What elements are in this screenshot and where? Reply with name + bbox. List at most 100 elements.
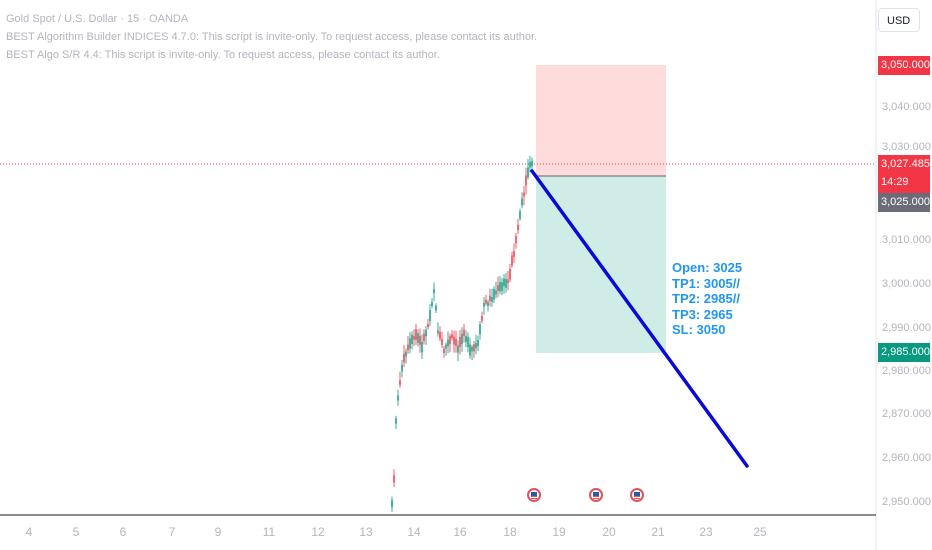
- price-tick: 3,030.000: [882, 141, 931, 153]
- candle-body: [465, 336, 467, 343]
- candle-body: [515, 236, 517, 244]
- candle-body: [513, 251, 515, 257]
- time-tick: 7: [168, 525, 176, 539]
- candle-body: [393, 475, 395, 483]
- price-tick: 2,980.000: [882, 365, 931, 377]
- us-flag-icon[interactable]: [589, 488, 603, 502]
- candle-body: [391, 500, 393, 508]
- candle-body: [431, 302, 433, 306]
- time-tick: 5: [72, 525, 80, 539]
- candle-body: [415, 329, 417, 340]
- indicator-1-label[interactable]: BEST Algorithm Builder INDICES 4.7.0: Th…: [6, 31, 538, 43]
- candle-body: [509, 269, 511, 280]
- candle-body: [403, 353, 405, 363]
- time-tick: 13: [359, 525, 373, 539]
- trade-note-tp2: TP2: 2985//: [672, 291, 740, 306]
- time-tick: 18: [503, 525, 517, 539]
- candle-body: [407, 344, 409, 351]
- candlestick-series: [391, 155, 533, 513]
- candle-body: [459, 336, 461, 347]
- candle-body: [471, 346, 473, 352]
- candle-body: [421, 341, 423, 353]
- candle-body: [485, 299, 487, 304]
- time-tick: 12: [311, 525, 325, 539]
- candle-body: [479, 324, 481, 335]
- candle-body: [439, 331, 441, 339]
- price-tick: 3,000.000: [882, 278, 931, 290]
- trade-note-tp3: TP3: 2965: [672, 306, 733, 322]
- time-tick: 21: [651, 525, 665, 539]
- candle-body: [493, 288, 495, 300]
- candle-body: [455, 338, 457, 346]
- current-price-value: 3,027.485: [881, 158, 930, 170]
- candle-body: [483, 303, 485, 307]
- candle-body: [449, 336, 451, 345]
- candle-body: [451, 334, 453, 338]
- candle-body: [507, 279, 509, 284]
- current-price-label: 3,027.485 14:29: [878, 155, 930, 193]
- candle-body: [491, 297, 493, 302]
- candle-body: [531, 160, 533, 167]
- candle-body: [481, 315, 483, 321]
- candle-body: [503, 278, 505, 287]
- candle-body: [463, 329, 465, 337]
- time-tick: 4: [25, 525, 33, 539]
- candle-body: [529, 162, 531, 168]
- candle-body: [469, 344, 471, 356]
- candle-body: [527, 167, 529, 178]
- candle-body: [461, 333, 463, 345]
- currency-button[interactable]: USD: [878, 8, 920, 32]
- candle-body: [519, 211, 521, 219]
- trade-note-sl: SL: 3050: [672, 322, 726, 337]
- target-price-label: 2,985.000: [878, 343, 930, 362]
- candle-body: [473, 344, 475, 352]
- price-tick: 2,960.000: [882, 452, 931, 464]
- candle-body: [425, 330, 427, 337]
- price-tick: 3,010.000: [882, 234, 931, 246]
- candle-body: [411, 334, 413, 344]
- entry-price-label: 3,025.000: [878, 193, 930, 212]
- candle-body: [423, 333, 425, 341]
- time-tick: 14: [407, 525, 421, 539]
- time-tick: 9: [214, 525, 222, 539]
- candle-body: [413, 335, 415, 340]
- candle-body: [445, 344, 447, 349]
- candle-body: [505, 279, 507, 288]
- candle-body: [499, 282, 501, 292]
- time-tick: 25: [753, 525, 767, 539]
- time-tick: 11: [262, 525, 276, 539]
- us-flag-icon[interactable]: [630, 488, 644, 502]
- candle-body: [489, 295, 491, 301]
- candle-body: [517, 224, 519, 231]
- price-tick: 2,990.000: [882, 322, 931, 334]
- candle-body: [497, 285, 499, 291]
- bar-countdown: 14:29: [881, 176, 909, 188]
- time-tick: 6: [119, 525, 127, 539]
- candle-body: [401, 364, 403, 372]
- price-tick: 2,870.000: [882, 408, 931, 420]
- candle-body: [453, 336, 455, 345]
- indicator-2-label[interactable]: BEST Algo S/R 4.4: This script is invite…: [6, 49, 440, 61]
- candle-body: [477, 340, 479, 347]
- time-tick: 20: [602, 525, 616, 539]
- candle-body: [487, 301, 489, 306]
- candle-body: [427, 324, 429, 328]
- candle-body: [511, 255, 513, 266]
- risk-zone[interactable]: [536, 65, 666, 176]
- candle-body: [457, 345, 459, 353]
- price-tick: 3,040.000: [882, 101, 931, 113]
- trade-note-open: Open: 3025: [672, 260, 743, 275]
- candle-body: [405, 351, 407, 357]
- us-flag-icon[interactable]: [527, 488, 541, 502]
- trade-note-tp1: TP1: 3005//: [672, 275, 740, 291]
- candle-body: [523, 192, 525, 197]
- candle-body: [475, 343, 477, 349]
- price-tick: 2,950.000: [882, 496, 931, 508]
- candle-body: [437, 330, 439, 334]
- projection-trendline[interactable]: [530, 169, 749, 468]
- candle-body: [501, 282, 503, 291]
- candle-body: [525, 175, 527, 186]
- trade-plan-note[interactable]: Open: 3025 TP1: 3005// TP2: 2985// TP3: …: [672, 260, 742, 338]
- candle-body: [395, 418, 397, 424]
